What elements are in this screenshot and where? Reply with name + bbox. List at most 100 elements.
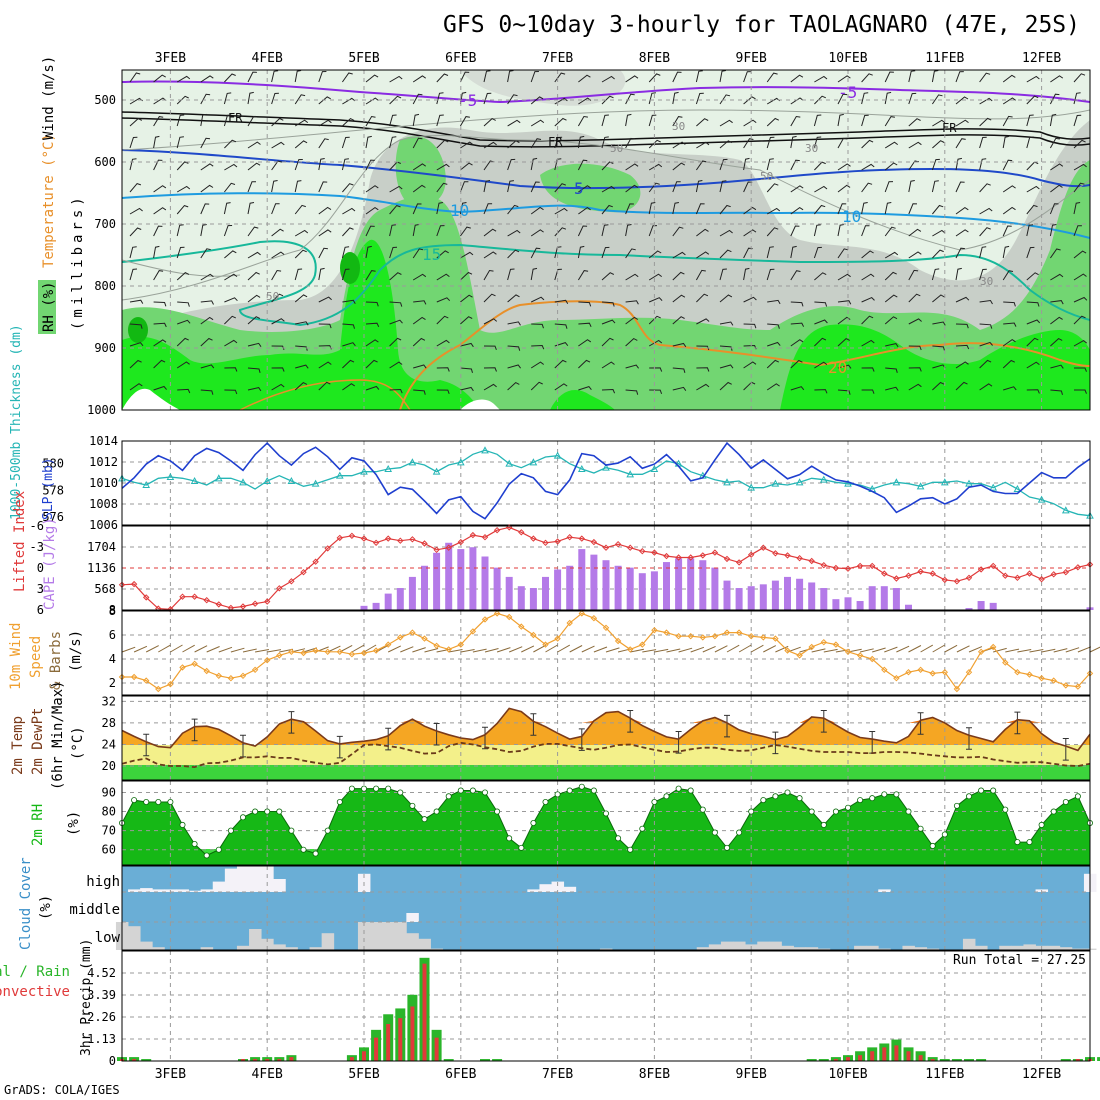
- wind-barb: [318, 247, 328, 259]
- wind-barb: [696, 251, 710, 259]
- rh2m-marker: [385, 785, 392, 792]
- li-marker: [1062, 568, 1070, 576]
- wind-marker: [397, 634, 404, 641]
- label-cloud-cover: Cloud Cover: [18, 857, 34, 950]
- wind-marker: [167, 680, 174, 688]
- y-tick-label: 600: [94, 155, 116, 169]
- precip-convective-bar: [930, 1059, 935, 1061]
- li-marker: [1038, 575, 1045, 583]
- wind-barb: [979, 136, 987, 149]
- wind-barb: [412, 75, 426, 83]
- wind-marker: [868, 655, 876, 663]
- cape-bar: [554, 569, 562, 610]
- wind-barb: [342, 207, 356, 215]
- wind-marker: [881, 666, 888, 674]
- wind-barb: [224, 297, 238, 303]
- contour-label-15: 15: [422, 245, 441, 264]
- wind-barb: [979, 227, 991, 237]
- wind-barb: [1050, 300, 1064, 305]
- cloud-bar: [321, 933, 335, 950]
- wind-barb: [365, 225, 375, 237]
- precip-convective-bar: [870, 1051, 875, 1061]
- rh-bright-mid: [550, 390, 615, 410]
- precip-convective-bar: [434, 1037, 439, 1061]
- wind-barb: [294, 294, 308, 303]
- cape-bar: [808, 582, 816, 610]
- wind-barb: [507, 229, 521, 237]
- wind-barb: [412, 163, 426, 171]
- wind-barb: [1074, 389, 1087, 394]
- wind-barb: [365, 385, 380, 391]
- precip-convective-bar: [289, 1057, 294, 1061]
- wind-barb: [719, 119, 733, 127]
- li-marker: [651, 549, 658, 556]
- wind-barb: [885, 343, 899, 348]
- thickness-marker: [481, 446, 489, 454]
- wind-barb: [318, 296, 332, 303]
- surface-wind-barb: [460, 649, 475, 653]
- li-marker: [626, 544, 634, 551]
- cloud-bar: [406, 933, 419, 950]
- cloud-bar: [152, 889, 165, 892]
- wind-barb: [672, 141, 686, 149]
- wind-barb: [837, 163, 851, 171]
- cloud-bar: [309, 947, 323, 950]
- rh2m-marker: [506, 835, 513, 842]
- rh2m-marker: [227, 827, 234, 834]
- wind-marker: [263, 656, 271, 664]
- wind-barb: [294, 119, 309, 127]
- wind-barb: [625, 113, 632, 127]
- wind-barb: [719, 294, 733, 303]
- cloud-bar: [249, 866, 262, 892]
- wind-barb: [695, 92, 704, 105]
- wind-barb: [247, 271, 260, 281]
- wind-barb: [861, 139, 874, 149]
- thickness-marker: [1037, 495, 1046, 503]
- wind-barb: [318, 267, 325, 281]
- wind-barb: [247, 342, 262, 347]
- chart-title: GFS 0~10day 3-hourly for TAOLAGNARO (47E…: [443, 12, 1080, 38]
- rh2m-marker: [990, 787, 997, 794]
- wind-barb: [932, 249, 944, 259]
- thickness-marker: [844, 479, 852, 487]
- wind-barb: [271, 383, 285, 391]
- wind-barb: [436, 139, 449, 149]
- wind-barb: [271, 345, 285, 350]
- surface-wind-barb: [872, 647, 886, 653]
- wind-barb: [200, 300, 214, 305]
- surface-wind-barb: [714, 645, 728, 653]
- wind-barb: [294, 229, 309, 237]
- rh2m-marker: [699, 806, 706, 813]
- cloud-bar: [418, 938, 431, 950]
- wind-barb: [837, 300, 852, 305]
- wind-barb: [625, 316, 639, 325]
- li-marker: [699, 552, 707, 559]
- wind-marker: [191, 660, 198, 668]
- thickness-marker: [190, 476, 199, 484]
- cloud-bar: [999, 945, 1012, 950]
- cloud-bar: [382, 922, 395, 950]
- cloud-bar: [273, 879, 286, 892]
- wind-barb: [412, 224, 420, 237]
- wind-marker: [518, 623, 525, 630]
- cape-bar: [892, 588, 900, 610]
- wind-barb: [153, 74, 166, 83]
- wind-barb: [176, 136, 184, 149]
- li-marker: [663, 552, 670, 560]
- cloud-bar: [236, 945, 250, 950]
- wind-barb: [672, 294, 686, 303]
- wind-marker: [917, 666, 924, 674]
- wind-barb: [601, 136, 609, 149]
- wind-barb: [1073, 296, 1088, 303]
- thickness-marker: [239, 478, 247, 486]
- wind-barb: [271, 251, 285, 259]
- surface-wind-barb: [194, 645, 208, 653]
- wind-barb: [412, 184, 426, 193]
- wind-barb: [200, 93, 211, 105]
- precip-total-bar: [806, 1059, 817, 1061]
- wind-barb: [955, 296, 970, 303]
- wind-barb: [861, 315, 874, 325]
- li-marker: [1026, 570, 1033, 577]
- wind-barb: [1049, 248, 1061, 259]
